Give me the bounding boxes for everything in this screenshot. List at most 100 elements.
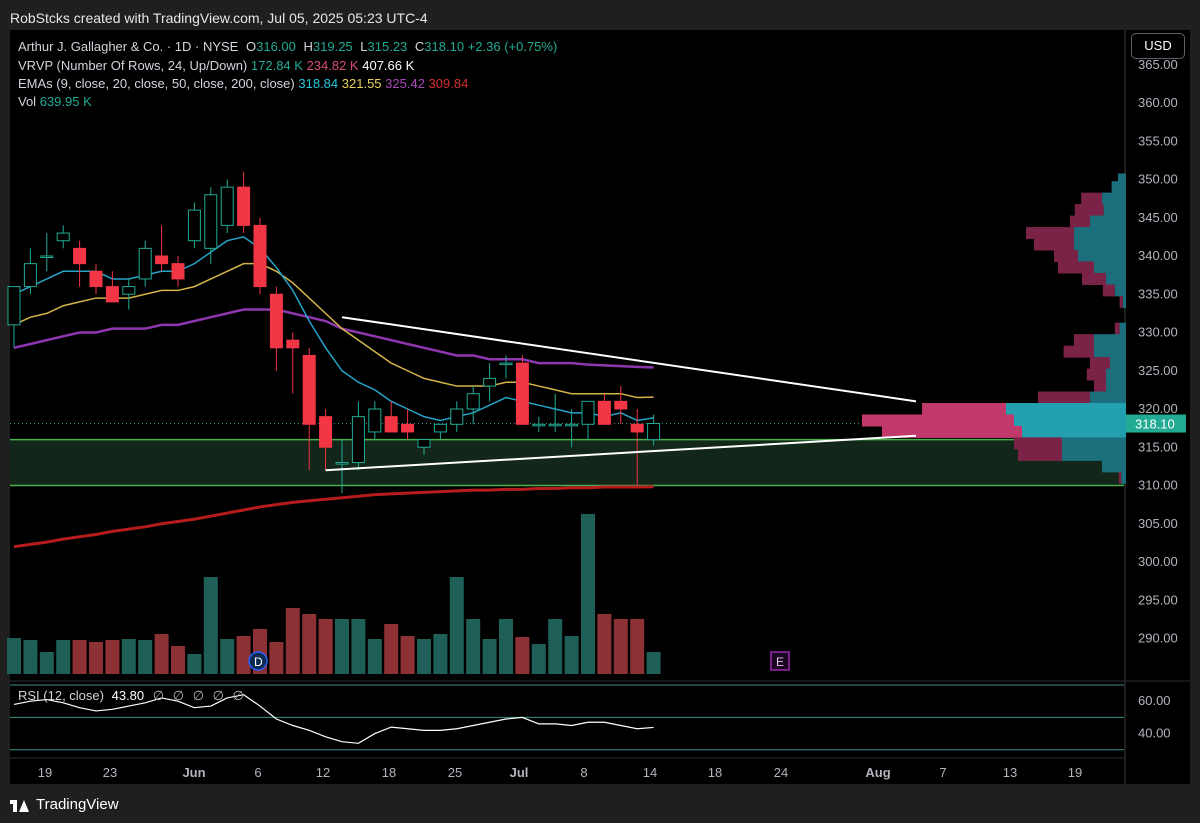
volume-legend[interactable]: Vol 639.95 K xyxy=(18,94,92,109)
candle-body xyxy=(466,393,480,410)
volume-bar xyxy=(105,640,120,674)
candle-body xyxy=(40,255,54,258)
volume-profile-up-bar xyxy=(1078,250,1126,262)
candle-body xyxy=(483,377,497,387)
volume-bar xyxy=(89,642,103,674)
volume-bar xyxy=(154,634,169,674)
volume-profile-up-bar xyxy=(1103,204,1126,217)
tradingview-logo-icon xyxy=(10,798,30,812)
brand[interactable]: TradingView xyxy=(10,796,119,813)
price-tick-label: 350.00 xyxy=(1138,172,1178,187)
price-axis[interactable] xyxy=(1126,30,1190,784)
ema-legend[interactable]: EMAs (9, close, 20, close, 50, close, 20… xyxy=(18,76,468,91)
vrvp-down-value: 234.82 K xyxy=(306,58,359,73)
volume-bar xyxy=(7,638,21,674)
volume-profile-down-bar xyxy=(1102,284,1115,297)
price-tick-label: 305.00 xyxy=(1138,516,1178,531)
candle-body xyxy=(155,255,169,265)
time-tick-label: 24 xyxy=(774,765,788,780)
volume-bar xyxy=(400,636,415,674)
volume-profile-down-bar xyxy=(1119,295,1123,308)
volume-profile-up-bar xyxy=(1074,238,1126,251)
price-tick-label: 290.00 xyxy=(1138,631,1178,646)
rsi-na-5: ∅ xyxy=(232,688,244,703)
volume-profile-up-bar xyxy=(1094,334,1126,347)
ema9-line xyxy=(13,236,654,422)
volume-bar xyxy=(318,619,333,674)
volume-profile-up-bar xyxy=(1094,261,1126,274)
volume-profile-down-bar xyxy=(1063,345,1094,358)
volume-bar xyxy=(72,640,87,674)
candle-body xyxy=(368,408,382,433)
volume-profile-down-bar xyxy=(1090,357,1110,370)
rsi-na-2: ∅ xyxy=(172,688,185,703)
candle-body xyxy=(450,408,464,425)
volume-bar xyxy=(39,652,54,674)
rsi-legend[interactable]: RSI (12, close) 43.80 ∅ ∅ ∅ ∅ ∅ xyxy=(18,688,244,704)
currency-button[interactable]: USD xyxy=(1131,33,1185,59)
ema50-value: 325.42 xyxy=(385,76,425,91)
candle-body xyxy=(56,232,70,242)
volume-bar xyxy=(138,640,153,674)
volume-bar xyxy=(236,636,251,674)
volume-bar xyxy=(466,619,481,674)
volume-bar xyxy=(302,614,317,674)
candle-body xyxy=(89,270,103,288)
change-value: +2.36 (+0.75%) xyxy=(467,39,558,54)
volume-profile-up-bar xyxy=(1121,471,1126,484)
ema9-value: 318.84 xyxy=(298,76,339,91)
candle-body xyxy=(597,400,611,425)
price-tick-label: 340.00 xyxy=(1138,248,1178,263)
support-zone xyxy=(10,439,1124,486)
candle-body xyxy=(401,423,415,433)
earnings-event-icon xyxy=(770,651,790,671)
candle-body xyxy=(499,362,513,366)
volume-bar xyxy=(220,639,235,674)
dividend-event-icon xyxy=(248,651,268,671)
volume-profile-down-bar xyxy=(862,414,1014,427)
high-value: 319.25 xyxy=(312,39,353,54)
candle-body xyxy=(319,416,333,448)
volume-bar xyxy=(646,652,661,674)
time-tick-label: Jul xyxy=(510,765,529,780)
time-tick-label: 25 xyxy=(448,765,462,780)
rsi-value: 43.80 xyxy=(111,688,145,703)
volume-profile-down-bar xyxy=(1018,448,1062,461)
rsi-tick-label: 40.00 xyxy=(1138,726,1171,741)
vrvp-up-value: 172.84 K xyxy=(250,58,303,73)
volume-profile-up-bar xyxy=(1102,460,1126,473)
volume-bar xyxy=(581,514,595,674)
volume-profile-down-bar xyxy=(1118,471,1122,484)
candle-body xyxy=(581,400,595,425)
vrvp-legend[interactable]: VRVP (Number Of Rows, 24, Up/Down) 172.8… xyxy=(18,58,414,73)
candle-body xyxy=(351,416,365,464)
time-tick-label: 19 xyxy=(38,765,52,780)
candle-body xyxy=(647,423,661,441)
volume-bar xyxy=(433,634,448,674)
candle-body xyxy=(138,247,152,280)
volume-bar xyxy=(613,619,628,674)
candle-body xyxy=(630,423,644,433)
volume-profile-down-bar xyxy=(1034,238,1074,251)
close-key: C xyxy=(414,39,425,54)
volume-bar xyxy=(548,619,563,674)
low-value: 315.23 xyxy=(367,39,408,54)
credit-text: RobStcks created with TradingView.com, J… xyxy=(10,10,428,26)
price-tick-label: 355.00 xyxy=(1138,133,1178,148)
candle-body xyxy=(237,186,251,226)
candle-body xyxy=(515,362,529,425)
candle-body xyxy=(417,439,431,448)
price-tick-label: 320.00 xyxy=(1138,401,1178,416)
volume-profile-down-bar xyxy=(1086,368,1106,381)
volume-profile-up-bar xyxy=(1106,380,1126,393)
time-tick-label: Aug xyxy=(865,765,890,780)
price-tick-label: 330.00 xyxy=(1138,325,1178,340)
time-tick-label: 18 xyxy=(708,765,722,780)
volume-profile-up-bar xyxy=(1110,357,1126,370)
high-key: H xyxy=(303,39,313,54)
symbol-legend[interactable]: Arthur J. Gallagher & Co. · 1D · NYSE O3… xyxy=(18,39,557,54)
time-tick-label: Jun xyxy=(182,765,205,780)
time-tick-label: 19 xyxy=(1068,765,1082,780)
price-tick-label: 310.00 xyxy=(1138,478,1178,493)
